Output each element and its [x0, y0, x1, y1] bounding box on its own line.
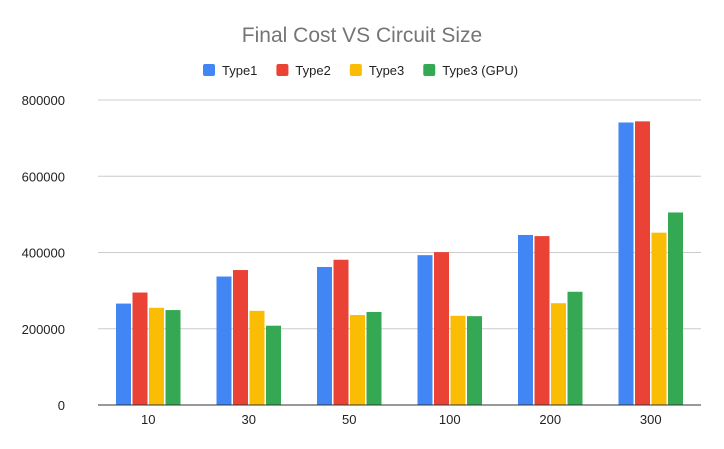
bar-type1-10	[116, 303, 131, 405]
legend: Type1 Type2 Type3 Type3 (GPU)	[203, 63, 518, 78]
bar-type3-200	[551, 303, 566, 405]
bar-type2-10	[132, 292, 148, 405]
bar-type1-300	[618, 122, 634, 406]
legend-item: Type1	[203, 63, 257, 78]
legend-swatch	[276, 64, 289, 76]
x-axis-ticks: 10 30 50 100 200 300	[141, 412, 662, 427]
y-tick-label: 400000	[22, 246, 65, 261]
legend-label: Type3 (GPU)	[442, 63, 518, 78]
bar-type3-gpu-100	[467, 316, 482, 405]
bar-type1-100	[417, 255, 433, 405]
bar-type1-200	[518, 234, 533, 405]
legend-swatch	[203, 64, 215, 76]
x-tick-label: 100	[439, 412, 461, 427]
bar-type3-100	[450, 315, 466, 405]
y-tick-label: 200000	[22, 322, 65, 337]
bar-type2-300	[635, 121, 650, 405]
bar-type2-200	[534, 236, 550, 405]
bar-type1-30	[216, 276, 232, 405]
bar-type3-gpu-50	[366, 311, 382, 405]
x-tick-label: 10	[141, 412, 155, 427]
legend-label: Type1	[222, 63, 257, 78]
legend-label: Type3	[369, 63, 404, 78]
bar-type3-30	[249, 310, 265, 405]
legend-swatch	[423, 64, 436, 76]
bar-type3-10	[149, 307, 164, 405]
bar-type2-30	[233, 270, 248, 405]
bar-type3-gpu-300	[668, 212, 683, 405]
bar-type3-50	[350, 315, 365, 405]
bars	[116, 121, 683, 406]
x-tick-label: 300	[640, 412, 662, 427]
y-tick-label: 600000	[22, 169, 65, 184]
bar-type2-100	[434, 252, 449, 405]
bar-type3-gpu-30	[266, 325, 281, 405]
y-tick-label: 800000	[22, 93, 65, 108]
bar-type3-gpu-10	[165, 310, 181, 405]
gridlines	[98, 99, 701, 330]
chart-title: Final Cost VS Circuit Size	[242, 24, 482, 47]
legend-item: Type3	[349, 63, 404, 78]
legend-label: Type2	[295, 63, 330, 78]
y-tick-label: 0	[58, 398, 65, 413]
legend-item: Type2	[276, 63, 331, 78]
x-tick-label: 200	[539, 412, 561, 427]
bar-type2-50	[333, 259, 349, 405]
legend-swatch	[349, 64, 362, 76]
y-axis-ticks: 0 200000 400000 600000 800000	[22, 93, 65, 413]
legend-item: Type3 (GPU)	[423, 63, 518, 78]
bar-type1-50	[317, 266, 332, 405]
bar-type3-gpu-200	[567, 291, 583, 405]
x-tick-label: 30	[242, 412, 256, 427]
bar-type3-300	[651, 232, 667, 405]
x-tick-label: 50	[342, 412, 356, 427]
